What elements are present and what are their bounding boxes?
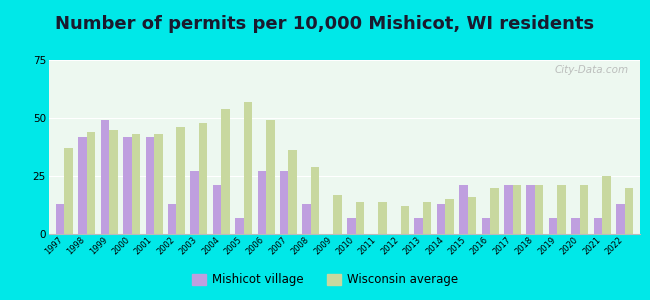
Bar [616,204,625,234]
Bar [311,167,319,234]
Bar [132,134,140,234]
Bar [79,136,87,234]
Bar [557,185,566,234]
Bar [347,218,356,234]
Bar [64,148,73,234]
Bar [199,123,207,234]
Bar [526,185,535,234]
Bar [333,195,342,234]
Bar [190,171,199,234]
Bar [445,199,454,234]
Bar [459,185,468,234]
Bar [415,218,423,234]
Bar [168,204,176,234]
Bar [244,102,252,234]
Bar [549,218,557,234]
Bar [504,185,513,234]
Bar [289,151,297,234]
Bar [154,134,162,234]
Bar [146,136,154,234]
Bar [356,202,364,234]
Bar [437,204,445,234]
Bar [235,218,244,234]
Bar [580,185,588,234]
Bar [468,197,476,234]
Bar [123,136,132,234]
Bar [257,171,266,234]
Bar [602,176,610,234]
Bar [490,188,499,234]
Bar [423,202,432,234]
Bar [378,202,387,234]
Bar [625,188,633,234]
Text: City-Data.com: City-Data.com [554,65,629,75]
Bar [176,127,185,234]
Bar [513,185,521,234]
Bar [593,218,602,234]
Bar [280,171,289,234]
Legend: Mishicot village, Wisconsin average: Mishicot village, Wisconsin average [187,269,463,291]
Bar [56,204,64,234]
Bar [266,120,274,234]
Bar [482,218,490,234]
Bar [213,185,221,234]
Text: Number of permits per 10,000 Mishicot, WI residents: Number of permits per 10,000 Mishicot, W… [55,15,595,33]
Bar [571,218,580,234]
Bar [535,185,543,234]
Bar [87,132,96,234]
Bar [400,206,409,234]
Bar [221,109,230,234]
Bar [101,120,109,234]
Bar [109,130,118,234]
Bar [302,204,311,234]
